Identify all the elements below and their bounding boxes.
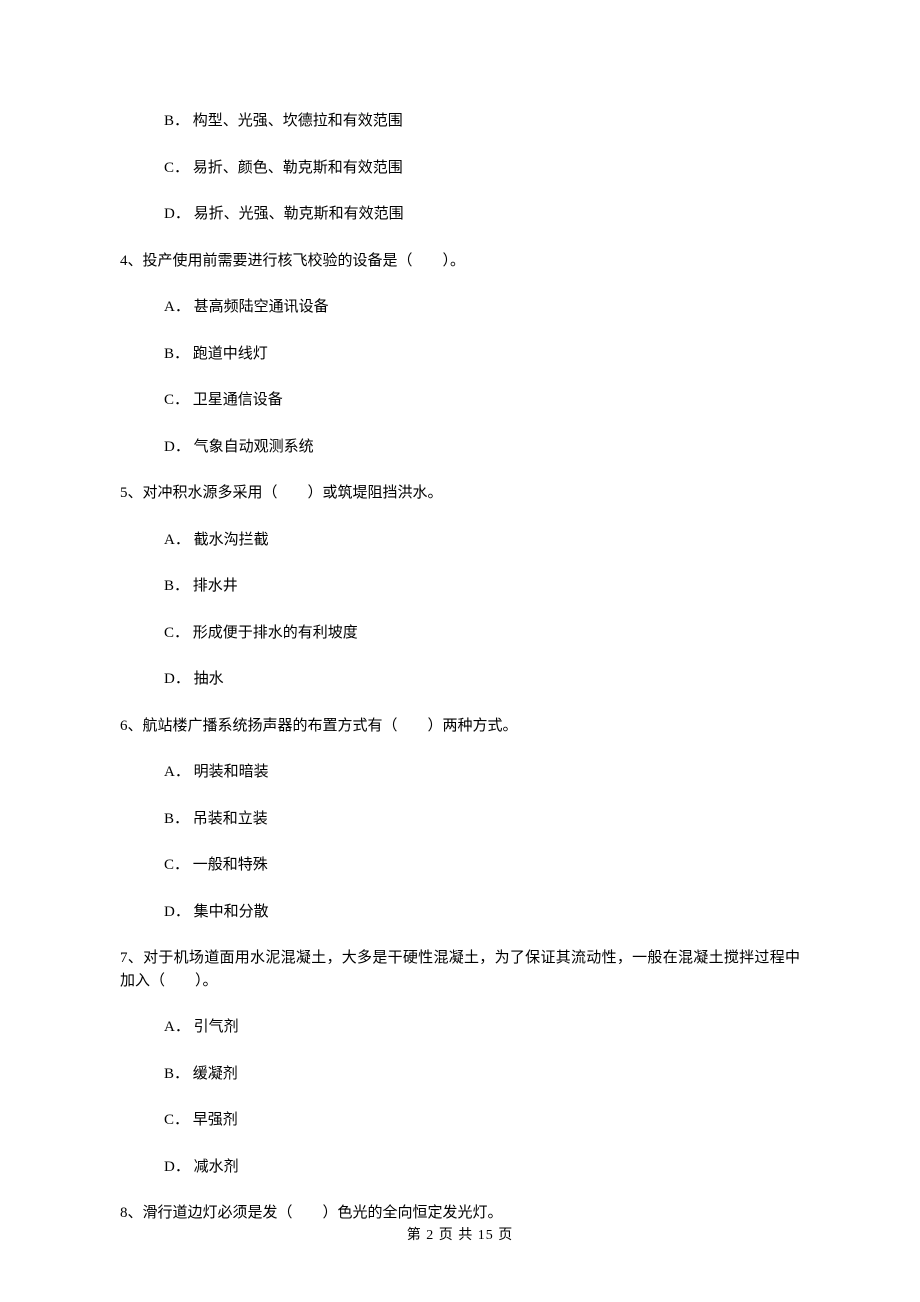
q7-stem: 7、对于机场道面用水泥混凝土，大多是干硬性混凝土，为了保证其流动性，一般在混凝土… bbox=[120, 947, 800, 992]
q5-option-b: B． 排水井 bbox=[164, 575, 800, 598]
q5-option-c: C． 形成便于排水的有利坡度 bbox=[164, 622, 800, 645]
q6-option-d: D． 集中和分散 bbox=[164, 901, 800, 924]
q3-option-d: D． 易折、光强、勒克斯和有效范围 bbox=[164, 203, 800, 226]
page-footer: 第 2 页 共 15 页 bbox=[0, 1224, 920, 1244]
q7-option-b: B． 缓凝剂 bbox=[164, 1063, 800, 1086]
q5-stem: 5、对冲积水源多采用（ ）或筑堤阻挡洪水。 bbox=[120, 482, 800, 505]
q6-option-c: C． 一般和特殊 bbox=[164, 854, 800, 877]
q6-option-a: A． 明装和暗装 bbox=[164, 761, 800, 784]
page-content: B． 构型、光强、坎德拉和有效范围 C． 易折、颜色、勒克斯和有效范围 D． 易… bbox=[0, 0, 920, 1225]
q5-option-d: D． 抽水 bbox=[164, 668, 800, 691]
q7-option-a: A． 引气剂 bbox=[164, 1016, 800, 1039]
q7-option-c: C． 早强剂 bbox=[164, 1109, 800, 1132]
q6-stem: 6、航站楼广播系统扬声器的布置方式有（ ）两种方式。 bbox=[120, 715, 800, 738]
q4-option-b: B． 跑道中线灯 bbox=[164, 343, 800, 366]
q7-option-d: D． 减水剂 bbox=[164, 1156, 800, 1179]
q3-option-b: B． 构型、光强、坎德拉和有效范围 bbox=[164, 110, 800, 133]
q4-stem: 4、投产使用前需要进行核飞校验的设备是（ ）。 bbox=[120, 250, 800, 273]
q8-stem: 8、滑行道边灯必须是发（ ）色光的全向恒定发光灯。 bbox=[120, 1202, 800, 1225]
q4-option-c: C． 卫星通信设备 bbox=[164, 389, 800, 412]
q4-option-d: D． 气象自动观测系统 bbox=[164, 436, 800, 459]
q5-option-a: A． 截水沟拦截 bbox=[164, 529, 800, 552]
q6-option-b: B． 吊装和立装 bbox=[164, 808, 800, 831]
q4-option-a: A． 甚高频陆空通讯设备 bbox=[164, 296, 800, 319]
q3-option-c: C． 易折、颜色、勒克斯和有效范围 bbox=[164, 157, 800, 180]
